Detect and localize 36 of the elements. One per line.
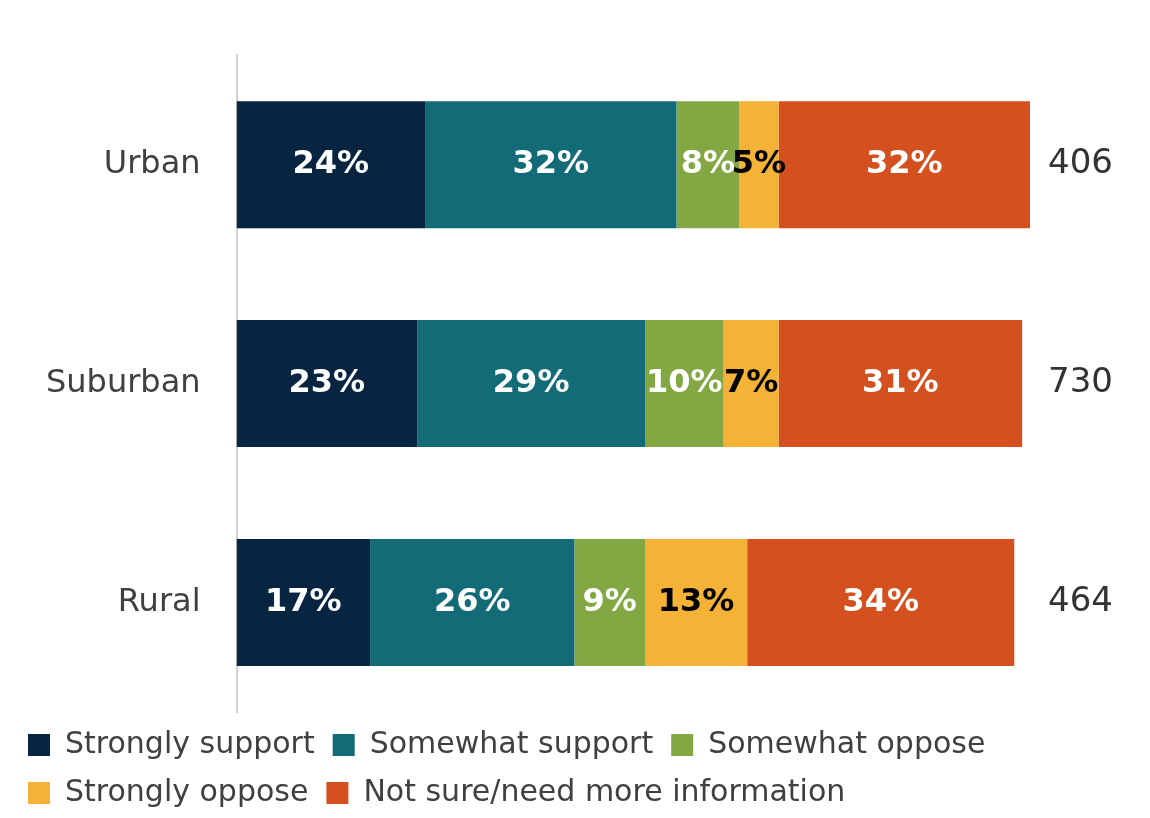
data-label: 13% (657, 580, 735, 619)
data-label: 23% (288, 361, 366, 400)
bar (645, 539, 748, 667)
text: 730 (1048, 360, 1113, 401)
data-label: 29% (492, 361, 570, 400)
bar (778, 320, 1023, 448)
y-tick-label: Urban (103, 142, 201, 181)
data-label: 26% (433, 580, 511, 619)
data-label: 17% (265, 580, 342, 619)
bar (425, 101, 677, 229)
data-label: 10% (646, 361, 723, 400)
bar (236, 539, 371, 667)
bar (747, 539, 1015, 667)
text: 464 (1048, 579, 1113, 620)
bar (417, 320, 646, 448)
bar (645, 320, 724, 448)
data-label: 24% (292, 142, 370, 181)
data-label: 32% (866, 142, 943, 181)
data-label: 7% (723, 361, 779, 400)
bar (370, 539, 575, 667)
data-label: 31% (862, 361, 939, 400)
bar (723, 320, 779, 448)
legend-label: Not sure/need more information (363, 772, 846, 808)
legend-label: Somewhat oppose (708, 724, 986, 760)
y-tick-label: Rural (117, 580, 201, 619)
y-tick-label: Suburban (46, 361, 201, 400)
text: 406 (1048, 141, 1113, 182)
legend-label: Strongly oppose (65, 772, 309, 808)
data-label: 9% (582, 580, 637, 619)
bar (574, 539, 646, 667)
bar (236, 101, 426, 229)
legend-label: Strongly support (65, 724, 315, 760)
legend-label: Somewhat support (369, 724, 654, 760)
bar (236, 320, 418, 448)
data-label: 34% (842, 580, 920, 619)
data-label: 32% (512, 142, 590, 181)
